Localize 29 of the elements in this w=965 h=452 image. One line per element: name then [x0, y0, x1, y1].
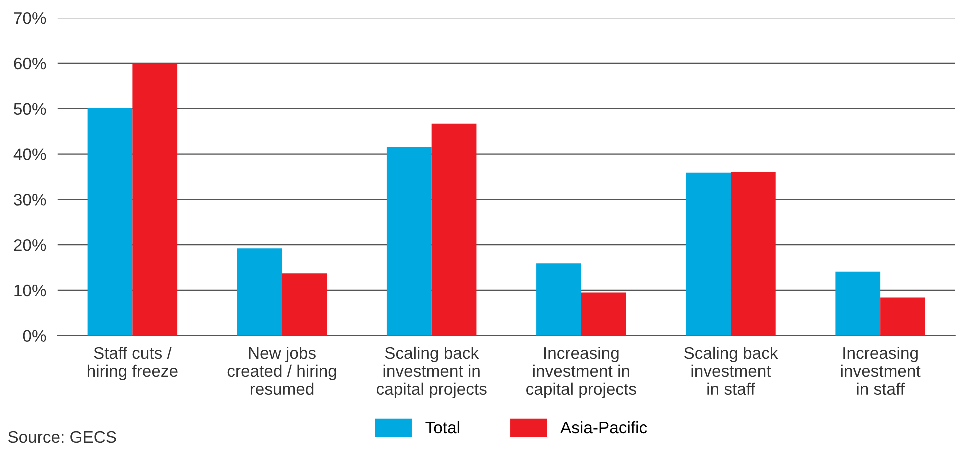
y-tick-label: 50% — [14, 103, 46, 116]
bar — [581, 292, 626, 336]
x-tick-label: Scaling back investment in capital projects — [376, 346, 487, 398]
x-tick-label: Increasing investment in capital projects — [526, 346, 636, 398]
y-tick-label: 40% — [14, 148, 46, 160]
y-tick-label: 70% — [14, 12, 46, 24]
bar — [282, 274, 328, 336]
x-tick-label: Increasing investment in staff — [841, 346, 921, 396]
bar — [432, 124, 477, 336]
bar — [686, 172, 731, 336]
x-tick-label: New jobs created / hiring resumed — [228, 346, 336, 396]
y-tick-label: 0% — [23, 330, 46, 342]
y-tick-label: 30% — [14, 194, 46, 206]
source-note: Source: GECS — [8, 431, 116, 444]
bar — [237, 248, 282, 336]
legend-label: Total — [426, 421, 460, 434]
bar — [880, 298, 926, 336]
bar — [730, 172, 776, 336]
x-tick-label: Staff cuts / hiring freeze — [88, 346, 178, 380]
y-tick-label: 60% — [14, 58, 46, 70]
legend-label: Asia-Pacific — [560, 421, 648, 434]
y-tick-label: 10% — [14, 284, 46, 297]
bar — [132, 64, 178, 336]
bar — [836, 272, 881, 336]
bar — [536, 264, 582, 336]
y-tick-label: 20% — [14, 239, 46, 252]
bar — [88, 108, 133, 336]
bar — [386, 147, 432, 336]
x-tick-label: Scaling back investment in staff — [684, 346, 778, 396]
